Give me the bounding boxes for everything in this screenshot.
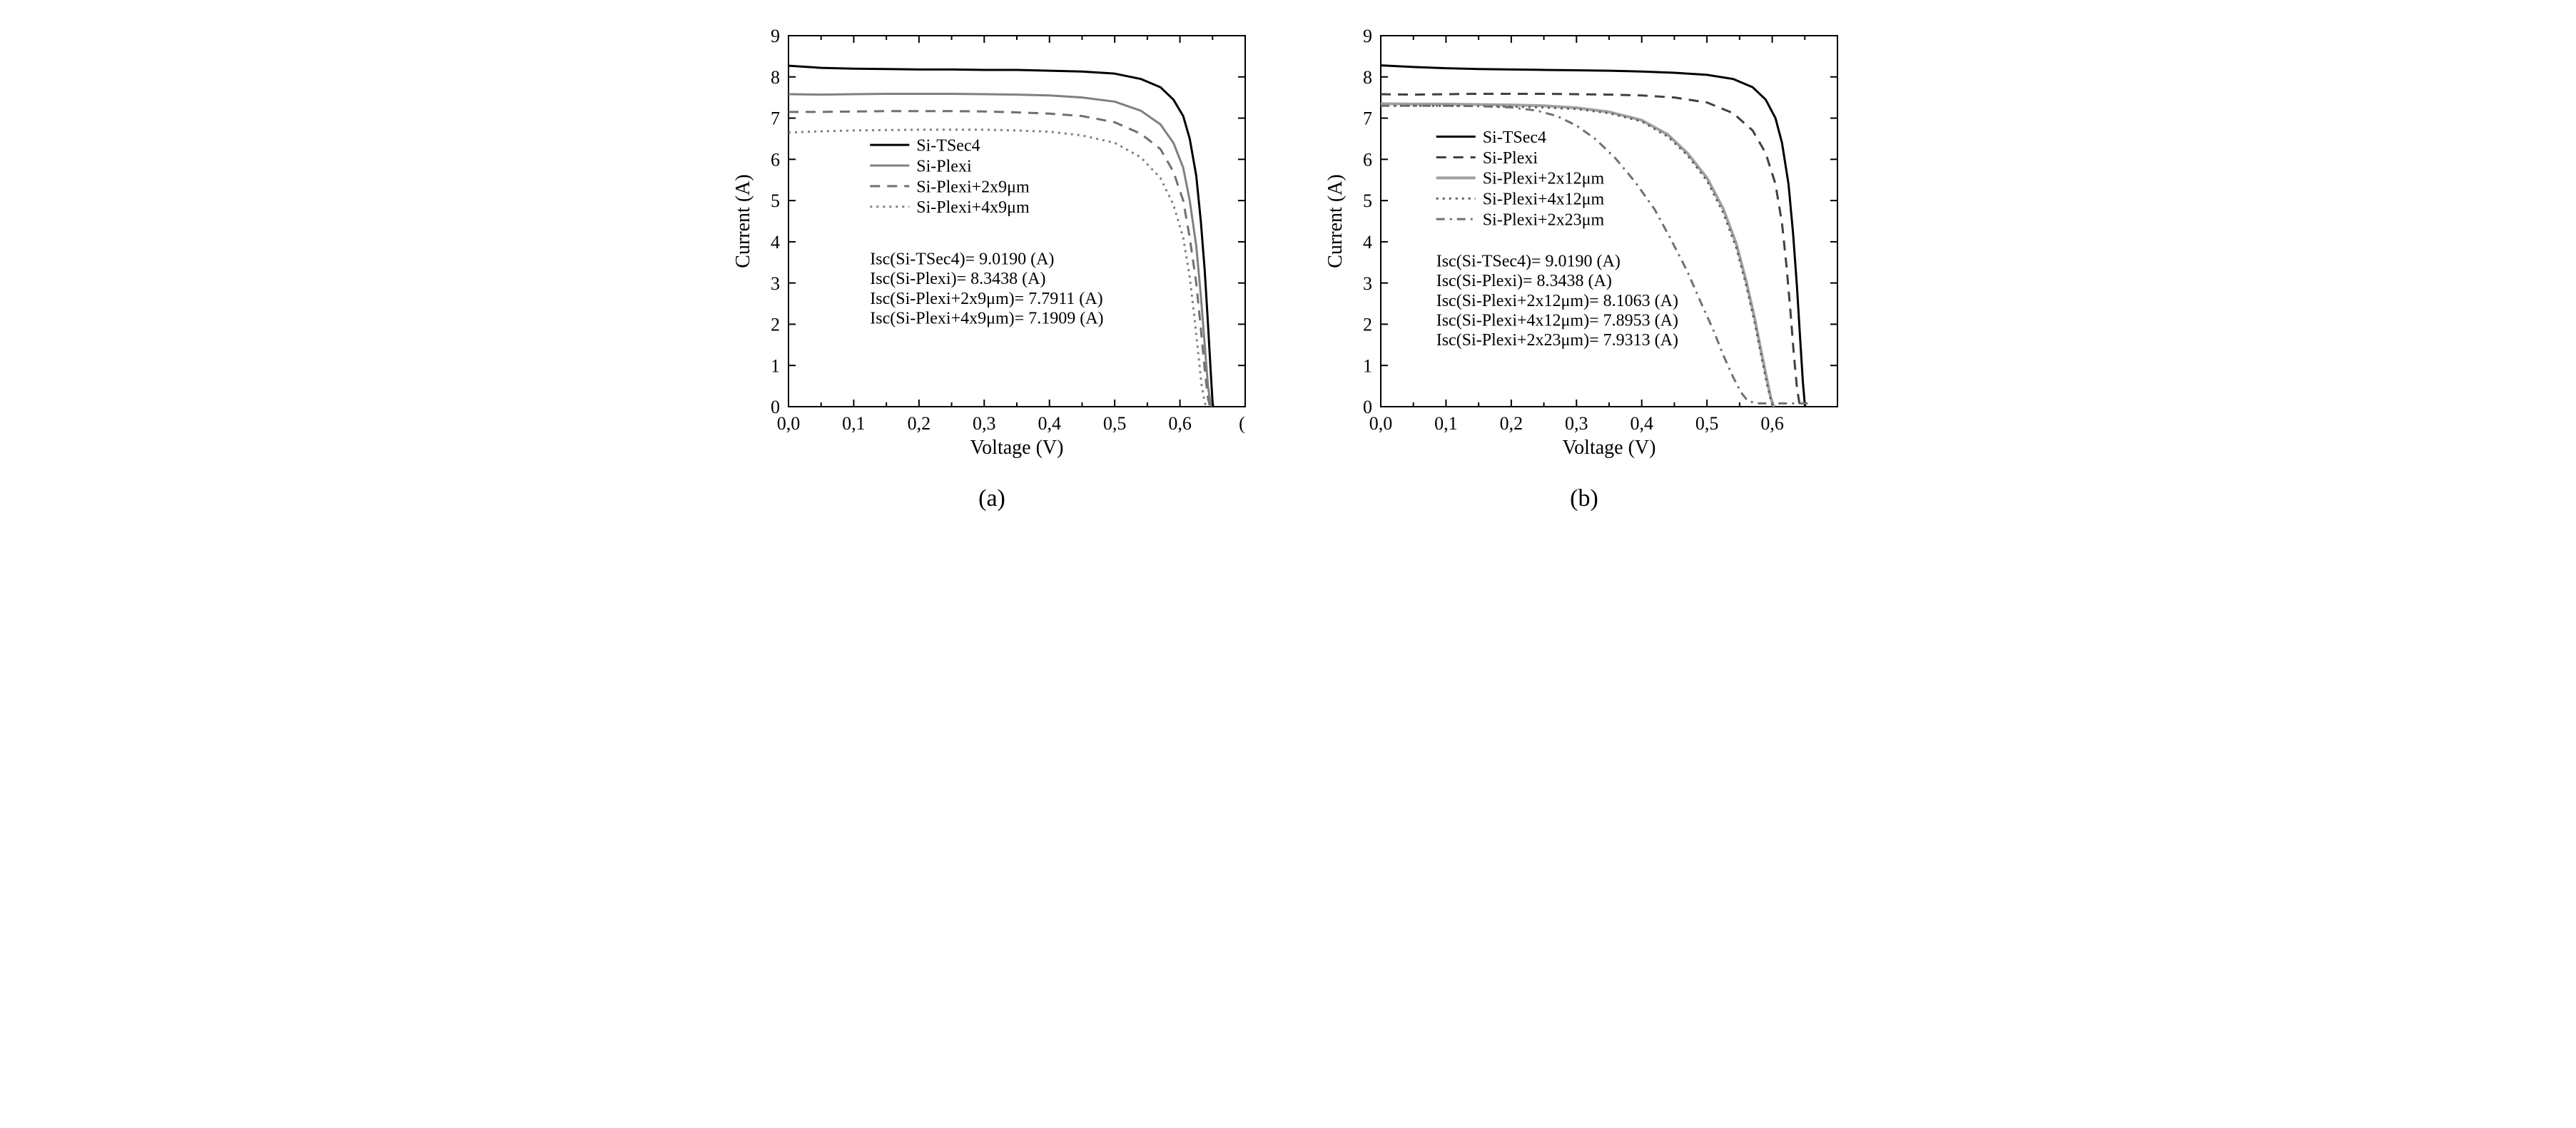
- x-tick-label: 0,6: [1168, 413, 1192, 434]
- annotation-line: Isc(Si-Plexi+2x23μm)= 7.9313 (A): [1436, 331, 1678, 350]
- x-tick-label: 0,5: [1103, 413, 1127, 434]
- y-tick-label: 1: [1363, 355, 1372, 376]
- legend-label: Si-Plexi+2x9μm: [916, 178, 1030, 196]
- chart-b-svg: 0,0 0,1 0,2 0,3 0,4 0,5 0,6 0 1 2 3 4 5 6 7 8 9 Voltage (…: [1317, 21, 1852, 464]
- x-tick-label: 0,1: [842, 413, 866, 434]
- annotation-line: Isc(Si-Plexi)= 8.3438 (A): [1436, 272, 1612, 290]
- y-tick-label: 8: [1363, 67, 1372, 88]
- y-tick-label: 2: [1363, 315, 1372, 335]
- legend-label: Si-Plexi: [916, 157, 972, 176]
- annotation-line: Isc(Si-Plexi)= 8.3438 (A): [870, 270, 1045, 288]
- y-tick-label: 6: [771, 149, 780, 170]
- y-axis-label: Current (A): [1324, 174, 1347, 268]
- panel-a: 0,0 0,1 0,2 0,3 0,4 0,5 0,6 (0 1 2 3 4 5 6 7 8 9 Voltage …: [724, 21, 1259, 512]
- y-tick-label: 3: [771, 273, 780, 294]
- annotation-line: Isc(Si-Plexi+4x12μm)= 7.8953 (A): [1436, 311, 1678, 330]
- chart-a: 0,0 0,1 0,2 0,3 0,4 0,5 0,6 (0 1 2 3 4 5 6 7 8 9 Voltage …: [724, 21, 1259, 464]
- y-tick-label: 5: [1363, 190, 1372, 211]
- x-tick-label: 0,1: [1434, 413, 1458, 434]
- caption-b: (b): [1570, 485, 1598, 512]
- y-tick-label: 9: [771, 26, 780, 46]
- y-tick-label: 8: [771, 67, 780, 88]
- y-tick-label: 1: [771, 355, 780, 376]
- annotation-line: Isc(Si-Plexi+2x9μm)= 7.7911 (A): [870, 290, 1102, 308]
- x-tick-label: 0,2: [1500, 413, 1523, 434]
- annotation-line: Isc(Si-TSec4)= 9.0190 (A): [1436, 252, 1621, 270]
- annotation-line: Isc(Si-Plexi+4x9μm)= 7.1909 (A): [870, 310, 1103, 328]
- legend-label: Si-Plexi+4x12μm: [1483, 190, 1605, 209]
- annotation-line: Isc(Si-Plexi+2x12μm)= 8.1063 (A): [1436, 292, 1678, 310]
- y-tick-label: 7: [1363, 108, 1372, 129]
- caption-a: (a): [978, 485, 1005, 512]
- legend-label: Si-TSec4: [1483, 128, 1546, 147]
- x-axis-label: Voltage (V): [970, 437, 1064, 459]
- y-tick-label: 3: [1363, 273, 1372, 294]
- legend-label: Si-TSec4: [916, 137, 980, 156]
- x-tick-label: 0,5: [1695, 413, 1719, 434]
- x-tick-label: 0,0: [777, 413, 801, 434]
- y-tick-label: 4: [771, 232, 780, 253]
- y-tick-label: 9: [1363, 26, 1372, 46]
- x-tick-label: 0,2: [908, 413, 931, 434]
- y-tick-label: 5: [771, 190, 780, 211]
- x-tick-label: 0,0: [1369, 413, 1393, 434]
- x-axis-label: Voltage (V): [1563, 437, 1656, 459]
- chart-b: 0,0 0,1 0,2 0,3 0,4 0,5 0,6 0 1 2 3 4 5 6 7 8 9 Voltage (…: [1317, 21, 1852, 464]
- y-tick-label: 6: [1363, 149, 1372, 170]
- x-tick-label: 0,4: [1630, 413, 1653, 434]
- legend-label: Si-Plexi: [1483, 149, 1538, 168]
- x-tick-label-terminal: (: [1239, 413, 1245, 434]
- y-tick-label: 7: [771, 108, 780, 129]
- y-tick-label: 0: [771, 397, 780, 417]
- x-tick-label: 0,3: [973, 413, 996, 434]
- legend-label: Si-Plexi+4x9μm: [916, 198, 1030, 217]
- panel-b: 0,0 0,1 0,2 0,3 0,4 0,5 0,6 0 1 2 3 4 5 6 7 8 9 Voltage (…: [1317, 21, 1852, 512]
- annotation-line: Isc(Si-TSec4)= 9.0190 (A): [870, 250, 1054, 268]
- legend-label: Si-Plexi+2x12μm: [1483, 170, 1605, 188]
- x-tick-label: 0,3: [1565, 413, 1588, 434]
- y-tick-label: 2: [771, 315, 780, 335]
- legend-label: Si-Plexi+2x23μm: [1483, 211, 1605, 230]
- y-tick-label: 0: [1363, 397, 1372, 417]
- x-tick-label: 0,4: [1038, 413, 1061, 434]
- chart-a-svg: 0,0 0,1 0,2 0,3 0,4 0,5 0,6 (0 1 2 3 4 5 6 7 8 9 Voltage …: [724, 21, 1259, 464]
- x-tick-label: 0,6: [1760, 413, 1784, 434]
- y-tick-label: 4: [1363, 232, 1372, 253]
- y-axis-label: Current (A): [732, 174, 754, 268]
